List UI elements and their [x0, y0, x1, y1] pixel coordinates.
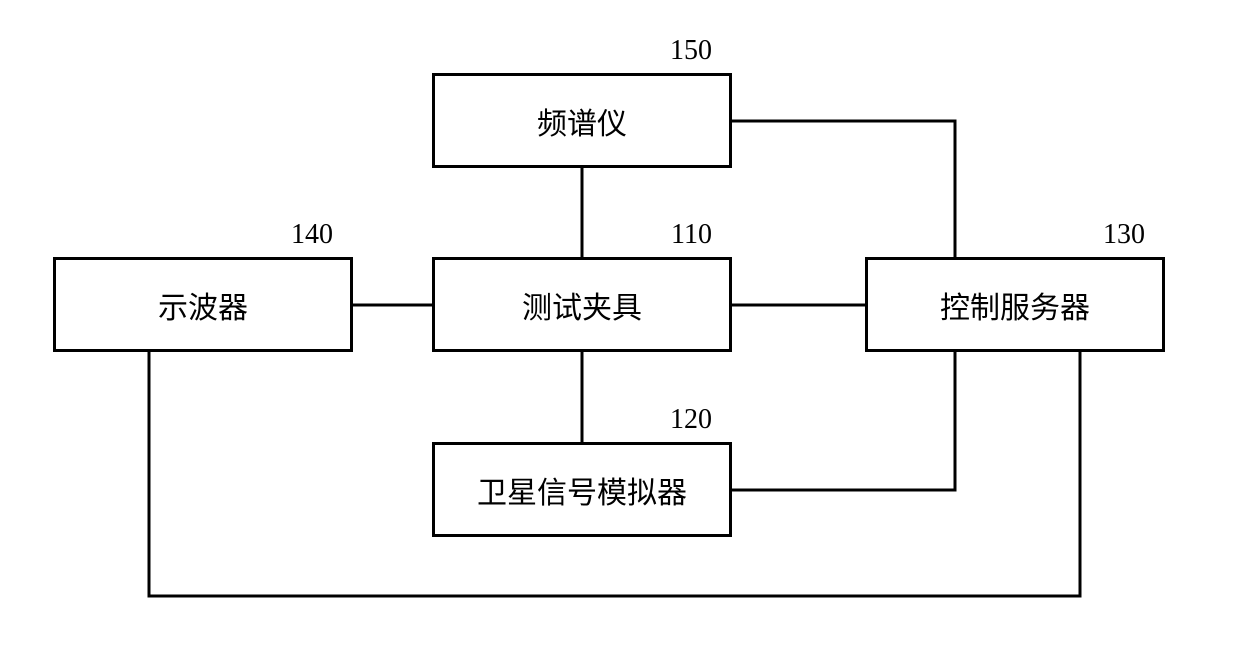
- node-label-n130: 130: [1085, 219, 1145, 251]
- node-n140: 示波器: [53, 257, 353, 352]
- node-n110: 测试夹具: [432, 257, 732, 352]
- node-n120: 卫星信号模拟器: [432, 442, 732, 537]
- node-text-n140: 示波器: [158, 283, 248, 327]
- node-text-n110: 测试夹具: [522, 283, 642, 327]
- edge-5: [732, 352, 955, 490]
- node-text-n130: 控制服务器: [940, 283, 1090, 327]
- node-label-n120: 120: [652, 404, 712, 436]
- node-text-n150: 频谱仪: [537, 99, 627, 143]
- node-n130: 控制服务器: [865, 257, 1165, 352]
- node-n150: 频谱仪: [432, 73, 732, 168]
- node-label-n150: 150: [652, 35, 712, 67]
- node-text-n120: 卫星信号模拟器: [477, 468, 687, 512]
- node-label-n110: 110: [652, 219, 712, 251]
- edge-4: [732, 121, 955, 257]
- node-label-n140: 140: [273, 219, 333, 251]
- diagram-canvas: 频谱仪 150 示波器 140 测试夹具 110 控制服务器 130 卫星信号模拟器 120: [0, 0, 1240, 645]
